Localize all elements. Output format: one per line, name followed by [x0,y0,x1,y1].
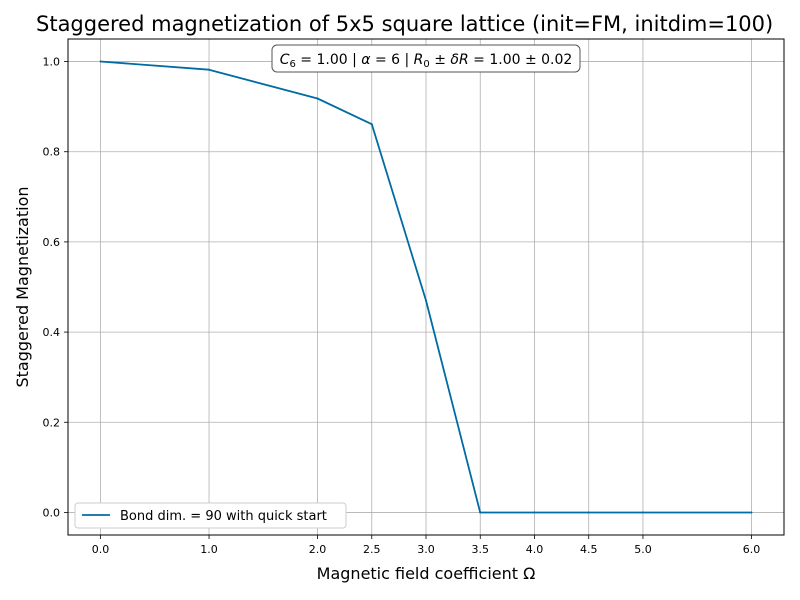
x-tick-label: 3.5 [471,543,489,556]
annotation-c6: C [280,52,290,68]
y-axis-ticks: 0.0 0.2 0.4 0.6 0.8 1.0 [43,56,68,519]
annotation-alpha-value: = 6 | [371,52,414,68]
data-point [533,511,536,514]
annotation-c6-value: = 1.00 | [296,52,361,68]
data-point [99,60,102,63]
chart-title: Staggered magnetization of 5x5 square la… [36,12,773,36]
legend: Bond dim. = 90 with quick start [74,502,347,529]
x-tick-label: 0.0 [92,543,110,556]
x-axis-ticks: 0.0 1.0 2.0 2.5 3.0 3.5 4.0 4.5 5.0 6.0 [92,535,760,556]
plot-series [99,60,753,514]
series-line [100,60,752,514]
data-point [587,511,590,514]
annotation-r0-value: ± [430,52,451,68]
annotation-r0: R [414,52,424,68]
data-point [641,511,644,514]
legend-label: Bond dim. = 90 with quick start [120,509,327,524]
annotation-text: C6 = 1.00 | α = 6 | R0 ± δR = 1.00 ± 0.0… [280,52,573,70]
x-tick-label: 5.0 [634,543,652,556]
x-axis-label: Magnetic field coefficient Ω [317,564,536,583]
x-tick-label: 2.5 [363,543,381,556]
data-point [425,299,427,302]
y-tick-label: 0.4 [43,326,61,339]
data-point [750,511,753,514]
x-tick-label: 3.0 [417,543,435,556]
y-tick-label: 0.2 [43,416,61,429]
legend-frame [74,502,347,529]
y-tick-label: 1.0 [43,56,61,69]
annotation-dr-value: = 1.00 ± 0.02 [469,52,573,68]
x-tick-label: 2.0 [309,543,327,556]
annotation-r0-sub: 0 [423,59,429,70]
annotation-frame [271,44,581,73]
annotation-dr: δR [450,52,468,68]
y-axis-label: Staggered Magnetization [13,186,32,387]
data-point [370,123,373,126]
y-tick-label: 0.6 [43,236,61,249]
annotation-alpha: α [361,52,371,68]
x-tick-label: 1.0 [200,543,218,556]
data-point [208,68,211,71]
annotation-c6-sub: 6 [289,59,295,70]
x-tick-label: 4.0 [526,543,544,556]
y-tick-label: 0.8 [43,146,61,159]
annotation-box: C6 = 1.00 | α = 6 | R0 ± δR = 1.00 ± 0.0… [271,44,581,73]
x-tick-label: 4.5 [580,543,598,556]
data-point [316,97,319,100]
y-tick-label: 0.0 [43,506,61,519]
data-point [479,511,482,514]
x-tick-label: 6.0 [743,543,761,556]
